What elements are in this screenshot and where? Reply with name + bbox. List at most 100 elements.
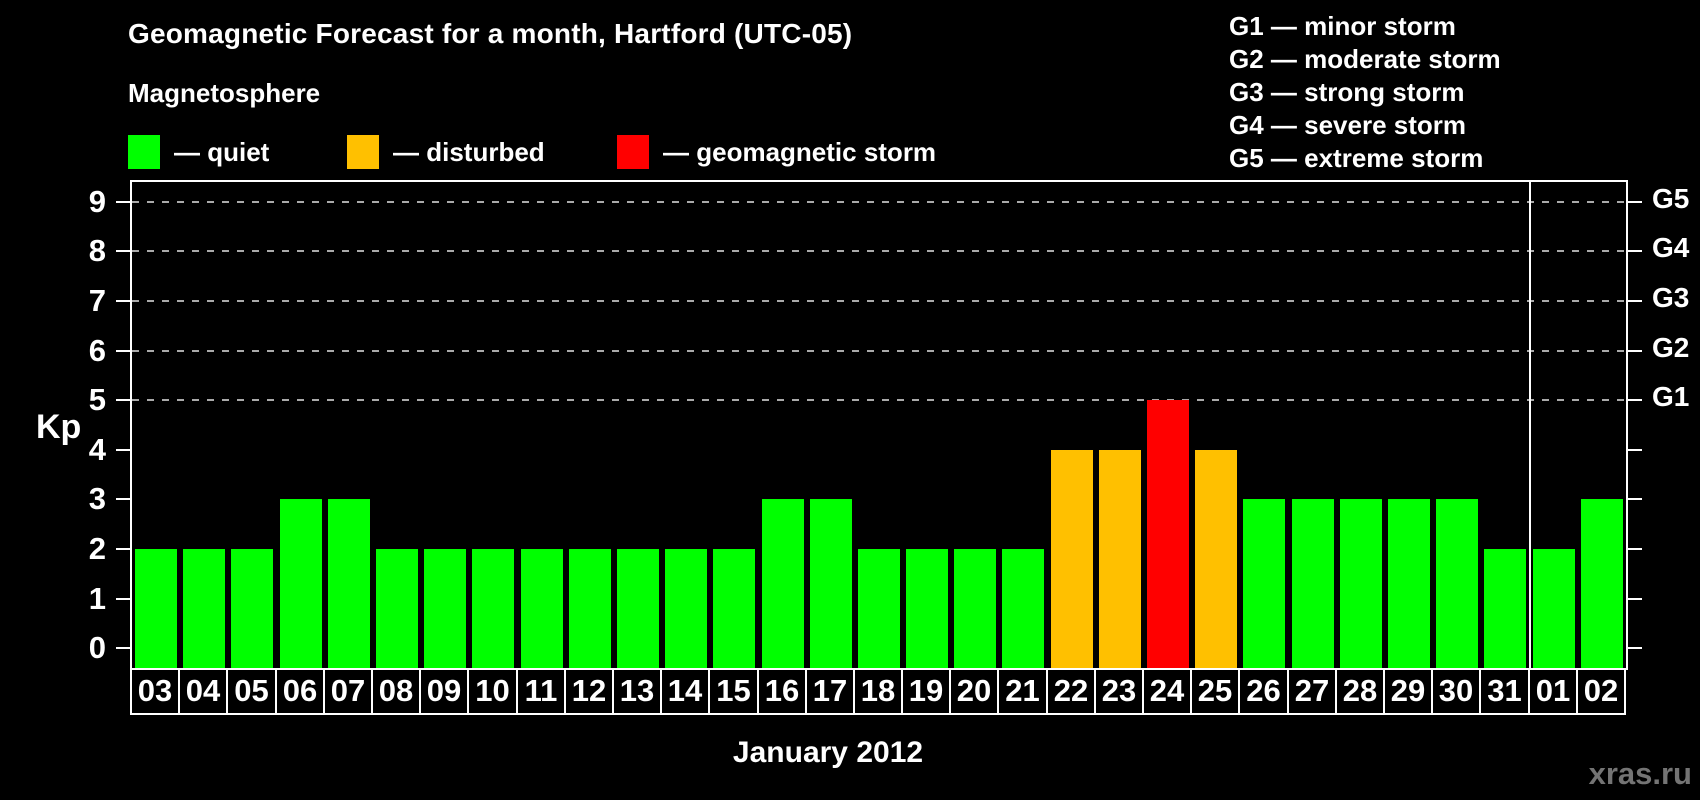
- gridline-kp-5: [132, 399, 1626, 402]
- kp-bar: [1581, 499, 1623, 668]
- day-label-box: 30: [1431, 668, 1481, 715]
- y-tick-right: [1628, 448, 1642, 451]
- day-label-box: 22: [1046, 668, 1096, 715]
- day-label-box: 14: [660, 668, 710, 715]
- day-label-box: 18: [853, 668, 903, 715]
- y-tick-left: [116, 547, 130, 550]
- y-tick-label: 2: [88, 530, 106, 566]
- legend-item-label: — disturbed: [393, 136, 545, 167]
- legend-item-disturbed: — disturbed: [347, 133, 545, 171]
- kp-bar: [1243, 499, 1285, 668]
- day-label-box: 21: [997, 668, 1048, 715]
- day-label-box: 23: [1094, 668, 1144, 715]
- g-scale-line: G4 — severe storm: [1229, 110, 1467, 140]
- gridline-kp-6: [132, 349, 1626, 352]
- kp-bar: [665, 549, 707, 668]
- legend-item-quiet: — quiet: [128, 133, 269, 171]
- g-scale-line: G5 — extreme storm: [1229, 143, 1484, 173]
- kp-bar: [762, 499, 804, 668]
- month-boundary-line: [1529, 182, 1531, 668]
- quiet-color-swatch: [128, 135, 160, 169]
- y-tick-left: [116, 250, 130, 253]
- y-tick-left: [116, 647, 130, 650]
- kp-bar: [135, 549, 177, 668]
- day-label-box: 15: [708, 668, 759, 715]
- y-tick-label: 3: [88, 481, 106, 517]
- day-label-box: 02: [1576, 668, 1626, 715]
- y-tick-right: [1628, 250, 1642, 253]
- storm-color-swatch: [617, 135, 649, 169]
- y-tick-left: [116, 200, 130, 203]
- y-tick-left: [116, 300, 130, 303]
- y-tick-label: 4: [88, 431, 106, 467]
- gridline-kp-8: [132, 250, 1626, 253]
- day-label-box: 05: [226, 668, 277, 715]
- day-label-box: 20: [949, 668, 999, 715]
- g-scale-line: G2 — moderate storm: [1229, 44, 1501, 74]
- y-tick-label: 0: [88, 630, 106, 666]
- y-tick-right: [1628, 349, 1642, 352]
- legend-item-storm: — geomagnetic storm: [617, 133, 936, 171]
- kp-bar: [1533, 549, 1575, 668]
- day-label-box: 04: [178, 668, 228, 715]
- storm-scale-legend: G1 — minor storm G2 — moderate storm G3 — …: [1229, 10, 1501, 175]
- y-tick-label: 1: [88, 580, 106, 616]
- day-label-box: 31: [1479, 668, 1530, 715]
- day-label-box: 07: [323, 668, 373, 715]
- kp-bar: [1099, 450, 1141, 668]
- day-label-box: 13: [612, 668, 662, 715]
- day-label-box: 12: [564, 668, 614, 715]
- day-label-box: 08: [371, 668, 421, 715]
- day-label-box: 01: [1528, 668, 1578, 715]
- kp-bar: [280, 499, 322, 668]
- kp-bar: [472, 549, 514, 668]
- y-tick-label: 6: [88, 332, 106, 368]
- kp-bar: [569, 549, 611, 668]
- kp-bar: [810, 499, 852, 668]
- kp-bar: [521, 549, 563, 668]
- g-scale-line: G1 — minor storm: [1229, 11, 1456, 41]
- magnetosphere-legend-title: Magnetosphere: [128, 78, 321, 108]
- day-label-box: 10: [467, 668, 518, 715]
- y-tick-label: 7: [88, 283, 106, 319]
- kp-bar: [1051, 450, 1093, 668]
- gridline-kp-7: [132, 300, 1626, 303]
- day-label-box: 28: [1335, 668, 1385, 715]
- kp-bar: [1292, 499, 1334, 668]
- disturbed-color-swatch: [347, 135, 379, 169]
- kp-bar: [231, 549, 273, 668]
- g-axis-label: G2: [1652, 331, 1690, 363]
- y-tick-left: [116, 498, 130, 501]
- kp-bar: [617, 549, 659, 668]
- y-tick-right: [1628, 399, 1642, 402]
- kp-bar: [1195, 450, 1237, 668]
- kp-bar: [1484, 549, 1526, 668]
- kp-bar: [1340, 499, 1382, 668]
- day-label-box: 27: [1287, 668, 1337, 715]
- kp-bar: [858, 549, 900, 668]
- chart-title: Geomagnetic Forecast for a month, Hartfo…: [128, 18, 853, 49]
- y-tick-right: [1628, 647, 1642, 650]
- day-label-box: 03: [130, 668, 180, 715]
- y-tick-label: 5: [88, 382, 106, 418]
- g-axis-label: G1: [1652, 381, 1690, 413]
- day-label-box: 11: [516, 668, 566, 715]
- kp-bar: [954, 549, 996, 668]
- kp-bar: [1436, 499, 1478, 668]
- day-label-box: 24: [1142, 668, 1192, 715]
- kp-bar: [1002, 549, 1044, 668]
- y-tick-right: [1628, 597, 1642, 600]
- kp-bar: [713, 549, 755, 668]
- kp-bar: [328, 499, 370, 668]
- watermark: xras.ru: [1588, 756, 1692, 791]
- day-label-box: 19: [901, 668, 951, 715]
- y-tick-left: [116, 399, 130, 402]
- legend-item-label: — quiet: [174, 136, 270, 167]
- day-label-box: 29: [1383, 668, 1433, 715]
- kp-bar: [376, 549, 418, 668]
- x-axis-title: January 2012: [732, 736, 924, 769]
- g-axis-label: G4: [1652, 232, 1690, 264]
- day-label-box: 09: [419, 668, 469, 715]
- legend-item-label: — geomagnetic storm: [663, 136, 937, 167]
- y-tick-right: [1628, 547, 1642, 550]
